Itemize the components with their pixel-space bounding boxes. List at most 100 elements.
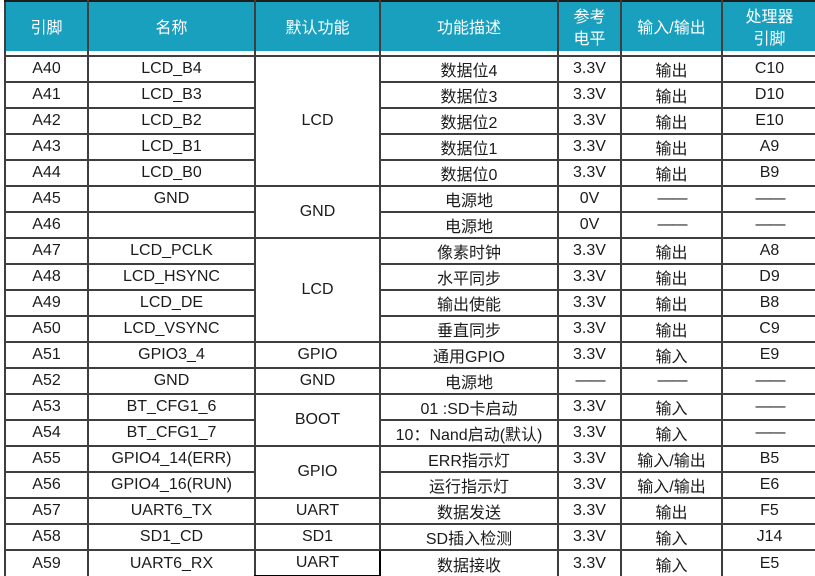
cell-processor-pin[interactable]: C9 xyxy=(721,315,815,343)
cell-ref-level[interactable]: 3.3V xyxy=(557,289,622,317)
cell-name[interactable]: LCD_B0 xyxy=(87,159,256,187)
cell-io-direction[interactable]: —— xyxy=(620,211,723,239)
cell-description[interactable]: 电源地 xyxy=(379,185,559,213)
cell-name[interactable]: LCD_DE xyxy=(87,289,256,317)
cell-processor-pin[interactable]: D9 xyxy=(721,263,815,291)
cell-io-direction[interactable]: 输出 xyxy=(620,497,723,525)
cell-ref-level[interactable]: 3.3V xyxy=(557,523,622,551)
cell-pin[interactable]: A51 xyxy=(4,341,89,369)
cell-processor-pin[interactable]: A9 xyxy=(721,133,815,161)
cell-processor-pin[interactable]: E6 xyxy=(721,471,815,499)
cell-ref-level[interactable]: —— xyxy=(557,367,622,395)
cell-pin[interactable]: A57 xyxy=(4,497,89,525)
cell-description[interactable]: 数据位2 xyxy=(379,107,559,135)
cell-ref-level[interactable]: 3.3V xyxy=(557,159,622,187)
cell-description[interactable]: 通用GPIO xyxy=(379,341,559,369)
cell-pin[interactable]: A46 xyxy=(4,211,89,239)
cell-name[interactable]: LCD_PCLK xyxy=(87,237,256,265)
cell-name[interactable]: GPIO4_16(RUN) xyxy=(87,471,256,499)
cell-processor-pin[interactable]: B8 xyxy=(721,289,815,317)
cell-description[interactable]: 电源地 xyxy=(379,211,559,239)
cell-processor-pin[interactable]: J14 xyxy=(721,523,815,551)
cell-description[interactable]: 像素时钟 xyxy=(379,237,559,265)
cell-ref-level[interactable]: 3.3V xyxy=(557,549,622,576)
cell-io-direction[interactable]: 输出 xyxy=(620,315,723,343)
cell-pin[interactable]: A59 xyxy=(4,549,89,576)
cell-processor-pin[interactable]: —— xyxy=(721,367,815,395)
cell-name[interactable]: GND xyxy=(87,185,256,213)
cell-ref-level[interactable]: 3.3V xyxy=(557,133,622,161)
cell-io-direction[interactable]: 输出 xyxy=(620,289,723,317)
cell-description[interactable]: 数据位4 xyxy=(379,55,559,83)
cell-name[interactable]: LCD_HSYNC xyxy=(87,263,256,291)
cell-description[interactable]: 电源地 xyxy=(379,367,559,395)
cell-name[interactable]: LCD_VSYNC xyxy=(87,315,256,343)
cell-default-func[interactable]: GPIO xyxy=(254,341,381,369)
cell-default-func[interactable]: GND xyxy=(254,367,381,395)
cell-processor-pin[interactable]: E5 xyxy=(721,549,815,576)
cell-name[interactable]: LCD_B2 xyxy=(87,107,256,135)
cell-description[interactable]: 输出使能 xyxy=(379,289,559,317)
cell-pin[interactable]: A50 xyxy=(4,315,89,343)
cell-pin[interactable]: A41 xyxy=(4,81,89,109)
cell-default-func[interactable]: GPIO xyxy=(254,445,381,499)
cell-name[interactable]: LCD_B3 xyxy=(87,81,256,109)
cell-description[interactable]: SD插入检测 xyxy=(379,523,559,551)
cell-processor-pin[interactable]: —— xyxy=(721,393,815,421)
cell-io-direction[interactable]: 输出 xyxy=(620,159,723,187)
cell-processor-pin[interactable]: E9 xyxy=(721,341,815,369)
cell-processor-pin[interactable]: —— xyxy=(721,185,815,213)
cell-pin[interactable]: A44 xyxy=(4,159,89,187)
cell-pin[interactable]: A48 xyxy=(4,263,89,291)
cell-io-direction[interactable]: 输入/输出 xyxy=(620,471,723,499)
cell-description[interactable]: 运行指示灯 xyxy=(379,471,559,499)
cell-description[interactable]: 水平同步 xyxy=(379,263,559,291)
cell-io-direction[interactable]: 输出 xyxy=(620,55,723,83)
cell-pin[interactable]: A49 xyxy=(4,289,89,317)
cell-name[interactable]: LCD_B4 xyxy=(87,55,256,83)
cell-ref-level[interactable]: 3.3V xyxy=(557,393,622,421)
cell-io-direction[interactable]: 输出 xyxy=(620,237,723,265)
cell-name[interactable]: SD1_CD xyxy=(87,523,256,551)
cell-default-func[interactable]: LCD xyxy=(254,55,381,187)
cell-processor-pin[interactable]: —— xyxy=(721,211,815,239)
cell-io-direction[interactable]: 输出 xyxy=(620,107,723,135)
cell-pin[interactable]: A52 xyxy=(4,367,89,395)
cell-pin[interactable]: A42 xyxy=(4,107,89,135)
cell-ref-level[interactable]: 3.3V xyxy=(557,107,622,135)
cell-default-func[interactable]: LCD xyxy=(254,237,381,343)
cell-default-func[interactable]: GND xyxy=(254,185,381,239)
cell-processor-pin[interactable]: D10 xyxy=(721,81,815,109)
cell-description[interactable]: 数据位3 xyxy=(379,81,559,109)
cell-ref-level[interactable]: 0V xyxy=(557,211,622,239)
cell-description[interactable]: 01 :SD卡启动 xyxy=(379,393,559,421)
cell-name[interactable]: UART6_TX xyxy=(87,497,256,525)
cell-processor-pin[interactable]: E10 xyxy=(721,107,815,135)
cell-ref-level[interactable]: 3.3V xyxy=(557,497,622,525)
cell-default-func[interactable]: UART xyxy=(254,497,381,525)
cell-description[interactable]: 垂直同步 xyxy=(379,315,559,343)
cell-name[interactable]: BT_CFG1_7 xyxy=(87,419,256,447)
cell-io-direction[interactable]: 输入 xyxy=(620,549,723,576)
cell-processor-pin[interactable]: B5 xyxy=(721,445,815,473)
cell-io-direction[interactable]: 输出 xyxy=(620,263,723,291)
cell-pin[interactable]: A58 xyxy=(4,523,89,551)
cell-processor-pin[interactable]: —— xyxy=(721,419,815,447)
cell-description[interactable]: 数据发送 xyxy=(379,497,559,525)
cell-ref-level[interactable]: 3.3V xyxy=(557,445,622,473)
cell-pin[interactable]: A47 xyxy=(4,237,89,265)
cell-description[interactable]: ERR指示灯 xyxy=(379,445,559,473)
cell-name[interactable]: GPIO4_14(ERR) xyxy=(87,445,256,473)
cell-io-direction[interactable]: 输入 xyxy=(620,393,723,421)
cell-io-direction[interactable]: —— xyxy=(620,367,723,395)
cell-ref-level[interactable]: 3.3V xyxy=(557,55,622,83)
cell-io-direction[interactable]: 输入 xyxy=(620,523,723,551)
cell-io-direction[interactable]: —— xyxy=(620,185,723,213)
cell-pin[interactable]: A45 xyxy=(4,185,89,213)
cell-description[interactable]: 数据接收 xyxy=(379,549,559,576)
cell-ref-level[interactable]: 3.3V xyxy=(557,341,622,369)
cell-default-func[interactable]: UART xyxy=(254,549,381,576)
cell-ref-level[interactable]: 3.3V xyxy=(557,315,622,343)
cell-pin[interactable]: A55 xyxy=(4,445,89,473)
cell-name[interactable]: LCD_B1 xyxy=(87,133,256,161)
